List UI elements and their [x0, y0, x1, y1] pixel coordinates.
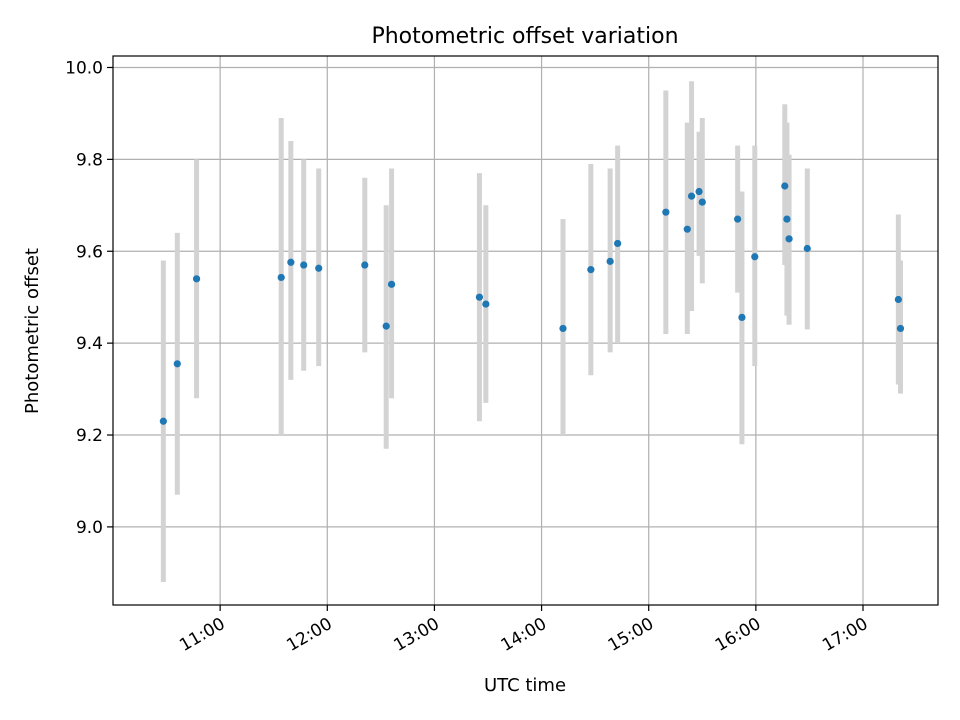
x-axis-label: UTC time: [484, 675, 566, 696]
y-tick-label: 9.2: [76, 426, 103, 446]
data-point: [192, 275, 201, 283]
x-tick-label: 13:00: [390, 614, 442, 656]
x-tick-label: 14:00: [498, 614, 550, 656]
x-tick-label: 17:00: [819, 614, 871, 656]
point-layer: [159, 182, 905, 425]
y-axis-label: Photometric offset: [22, 248, 43, 414]
data-point: [287, 258, 295, 266]
grid-layer: [113, 56, 938, 605]
data-point: [614, 239, 622, 248]
chart-title: Photometric offset variation: [371, 24, 678, 49]
y-tick-label: 9.8: [76, 150, 103, 170]
data-point: [698, 198, 706, 206]
y-axis-ticks: 9.0 9.2 9.4 9.6 9.8 10.0: [65, 58, 113, 538]
data-point: [738, 313, 746, 322]
data-point: [559, 324, 567, 333]
x-tick-label: 12:00: [283, 614, 335, 656]
y-tick-label: 9.0: [76, 518, 103, 538]
data-point: [687, 192, 696, 200]
data-point: [896, 324, 905, 333]
y-tick-label: 9.6: [76, 242, 103, 262]
data-point: [606, 257, 614, 265]
x-tick-label: 11:00: [176, 614, 228, 656]
data-point: [475, 293, 484, 301]
x-tick-label: 16:00: [712, 614, 764, 656]
data-point: [300, 261, 308, 269]
x-axis-ticks: 11:00 12:00 13:00 14:00 15:00 16:00 17:00: [176, 605, 872, 656]
data-point: [382, 322, 390, 330]
data-point: [387, 280, 396, 288]
y-tick-label: 9.4: [76, 334, 103, 354]
data-point: [159, 417, 167, 425]
data-point: [361, 261, 369, 269]
errorbar-layer: [160, 81, 903, 583]
plot-area-frame: [112, 55, 939, 606]
data-point: [277, 273, 285, 282]
data-point: [734, 215, 742, 223]
data-point: [482, 300, 490, 308]
data-point: [781, 182, 789, 190]
x-tick-label: 15:00: [605, 614, 657, 656]
data-point: [315, 264, 323, 272]
data-point: [173, 360, 181, 368]
data-point: [695, 187, 703, 196]
y-tick-label: 10.0: [65, 58, 103, 78]
data-point: [683, 225, 691, 233]
data-point: [783, 215, 791, 223]
data-point: [751, 253, 759, 261]
data-point: [662, 208, 670, 216]
data-point: [587, 266, 595, 274]
data-point: [785, 235, 793, 243]
data-point: [803, 244, 811, 253]
data-point: [894, 295, 902, 304]
